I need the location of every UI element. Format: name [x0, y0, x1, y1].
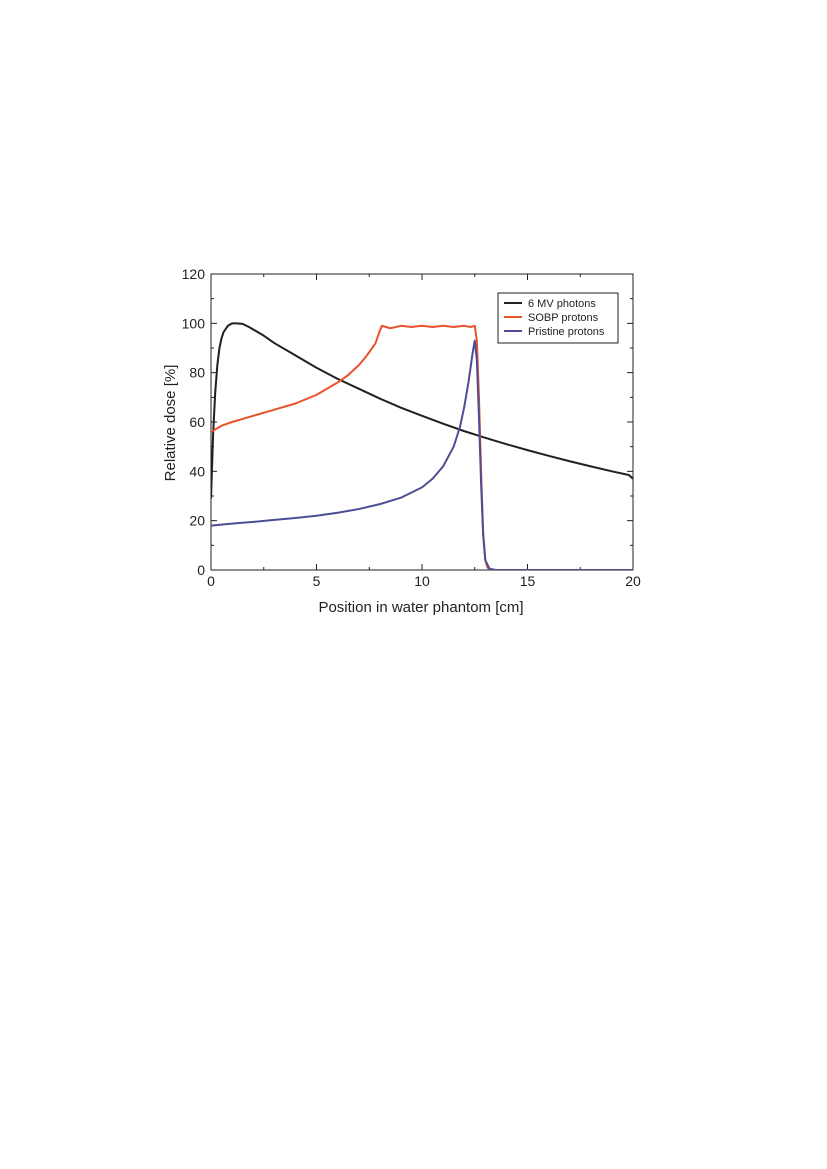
y-axis-label: Relative dose [%]: [162, 365, 179, 482]
y-tick-label: 120: [182, 266, 206, 282]
x-axis-label: Position in water phantom [cm]: [318, 599, 523, 616]
x-tick-label: 20: [625, 573, 641, 589]
axes: 0 5 10 15 20 0 20 40 60 80 100 120: [182, 266, 641, 589]
series-line-sobp-protons: [211, 324, 493, 570]
legend: 6 MV photons SOBP protons Pristine protons: [497, 292, 619, 344]
x-tick-label: 0: [207, 573, 215, 589]
series-lines: [211, 322, 633, 570]
legend-label-6-mv-photons: 6 MV photons: [528, 298, 596, 310]
series-line-6-mv-photons: [211, 322, 633, 499]
x-tick-label: 10: [414, 573, 430, 589]
y-tick-label: 100: [182, 315, 206, 331]
series-line-pristine-protons: [211, 339, 633, 570]
x-tick-label: 15: [520, 573, 536, 589]
y-tick-label: 40: [189, 463, 205, 479]
y-tick-label: 0: [197, 562, 205, 578]
y-tick-label: 20: [189, 513, 205, 529]
y-tick-label: 80: [189, 365, 205, 381]
legend-label-pristine-protons: Pristine protons: [528, 326, 605, 338]
y-tick-label: 60: [189, 414, 205, 430]
legend-label-sobp-protons: SOBP protons: [528, 312, 599, 324]
x-tick-label: 5: [313, 573, 321, 589]
